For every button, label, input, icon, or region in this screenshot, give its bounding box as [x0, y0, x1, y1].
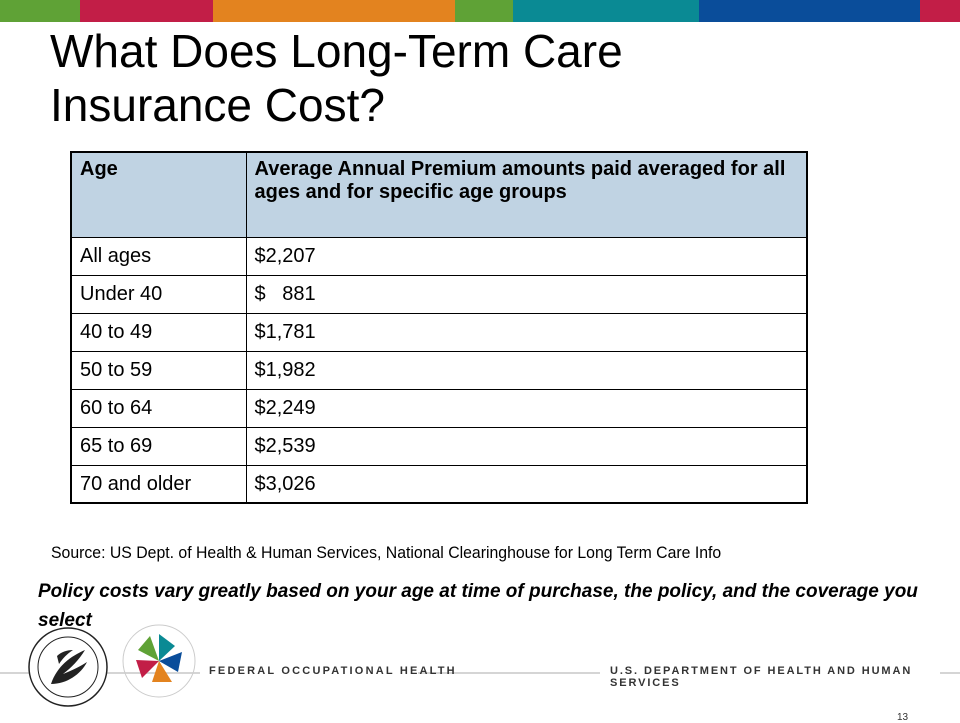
- top-bar-segment: [80, 0, 213, 22]
- premium-cell: $2,207: [245, 236, 808, 276]
- footer-foh-label: FEDERAL OCCUPATIONAL HEALTH: [209, 665, 457, 677]
- source-citation: Source: US Dept. of Health & Human Servi…: [51, 543, 722, 562]
- age-cell: 50 to 59: [70, 350, 247, 390]
- footer-divider: [418, 672, 600, 674]
- table-header-row: Age Average Annual Premium amounts paid …: [70, 151, 808, 238]
- premium-cell: $2,539: [245, 426, 808, 466]
- title-line-2: Insurance Cost?: [50, 79, 385, 131]
- top-bar-segment: [699, 0, 920, 22]
- page-title: What Does Long-Term Care Insurance Cost?: [50, 24, 910, 132]
- table-row: Under 40 $ 881: [70, 274, 808, 314]
- age-cell: 60 to 64: [70, 388, 247, 428]
- page-number: 13: [897, 712, 909, 723]
- top-bar-segment: [920, 0, 960, 22]
- top-bar-segment: [455, 0, 513, 22]
- hhs-seal-icon: [28, 627, 108, 707]
- table-row: 70 and older $3,026: [70, 464, 808, 504]
- age-cell: 40 to 49: [70, 312, 247, 352]
- top-color-bar: [0, 0, 960, 22]
- age-cell: Under 40: [70, 274, 247, 314]
- table-row: 50 to 59 $1,982: [70, 350, 808, 390]
- age-cell: 70 and older: [70, 464, 247, 504]
- table-row: All ages $2,207: [70, 236, 808, 276]
- table-row: 65 to 69 $2,539: [70, 426, 808, 466]
- top-bar-segment: [0, 0, 80, 22]
- premium-table: Age Average Annual Premium amounts paid …: [70, 151, 808, 504]
- table-row: 40 to 49 $1,781: [70, 312, 808, 352]
- title-line-1: What Does Long-Term Care: [50, 25, 623, 77]
- age-cell: 65 to 69: [70, 426, 247, 466]
- footer-divider: [940, 672, 960, 674]
- table-row: 60 to 64 $2,249: [70, 388, 808, 428]
- premium-cell: $2,249: [245, 388, 808, 428]
- premium-cell: $1,982: [245, 350, 808, 390]
- premium-cell: $3,026: [245, 464, 808, 504]
- footer: FEDERAL OCCUPATIONAL HEALTH U.S. DEPARTM…: [0, 620, 960, 723]
- top-bar-segment: [213, 0, 455, 22]
- top-bar-segment: [513, 0, 699, 22]
- age-cell: All ages: [70, 236, 247, 276]
- foh-pinwheel-logo-icon: [122, 624, 196, 698]
- policy-cost-note: Policy costs vary greatly based on your …: [38, 581, 918, 631]
- footer-hhs-label: U.S. DEPARTMENT OF HEALTH AND HUMAN SERV…: [610, 665, 913, 689]
- premium-cell: $ 881: [245, 274, 808, 314]
- premium-cell: $1,781: [245, 312, 808, 352]
- header-premium: Average Annual Premium amounts paid aver…: [245, 151, 808, 238]
- header-age: Age: [70, 151, 247, 238]
